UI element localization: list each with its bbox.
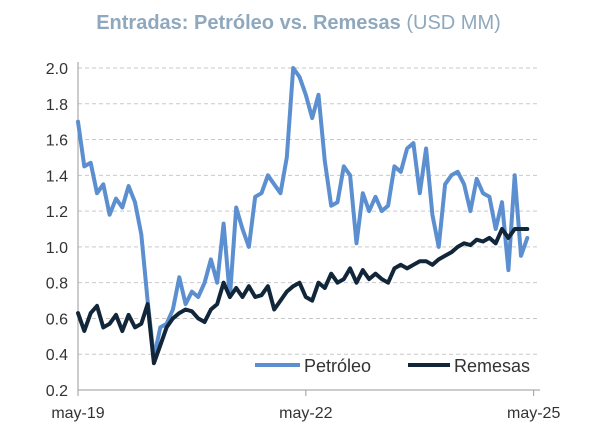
chart-title-unit: (USD MM)	[406, 12, 501, 34]
y-tick-label: 1.8	[46, 97, 68, 114]
chart-title-main: Entradas: Petróleo vs. Remesas	[96, 12, 401, 34]
series-lines	[76, 66, 530, 366]
y-tick-label: 0.2	[46, 383, 68, 400]
legend: Petróleo Remesas	[255, 356, 530, 376]
series-line-remesas	[76, 227, 530, 366]
y-tick-label: 0.6	[46, 311, 68, 328]
x-tick-label: may-19	[51, 405, 104, 422]
y-tick-label: 0.4	[46, 347, 68, 364]
x-axis-ticks: may-19 may-22 may-25	[51, 390, 560, 422]
legend-label-remesas: Remesas	[454, 356, 530, 376]
chart-title: Entradas: Petróleo vs. Remesas (USD MM)	[0, 12, 597, 35]
legend-label-petróleo: Petróleo	[304, 356, 371, 376]
axes	[77, 62, 540, 391]
y-axis-ticks: 2.0 1.8 1.6 1.4 1.2 1.0 0.8 0.6 0.4 0.2	[46, 61, 68, 400]
x-tick-label: may-25	[507, 405, 560, 422]
y-tick-label: 1.2	[46, 204, 68, 221]
y-tick-label: 1.0	[46, 240, 68, 257]
y-tick-label: 0.8	[46, 276, 68, 293]
y-tick-label: 2.0	[46, 61, 68, 78]
y-tick-label: 1.6	[46, 133, 68, 150]
gridlines	[78, 67, 540, 355]
x-tick-label: may-22	[279, 405, 332, 422]
y-tick-label: 1.4	[46, 168, 68, 185]
